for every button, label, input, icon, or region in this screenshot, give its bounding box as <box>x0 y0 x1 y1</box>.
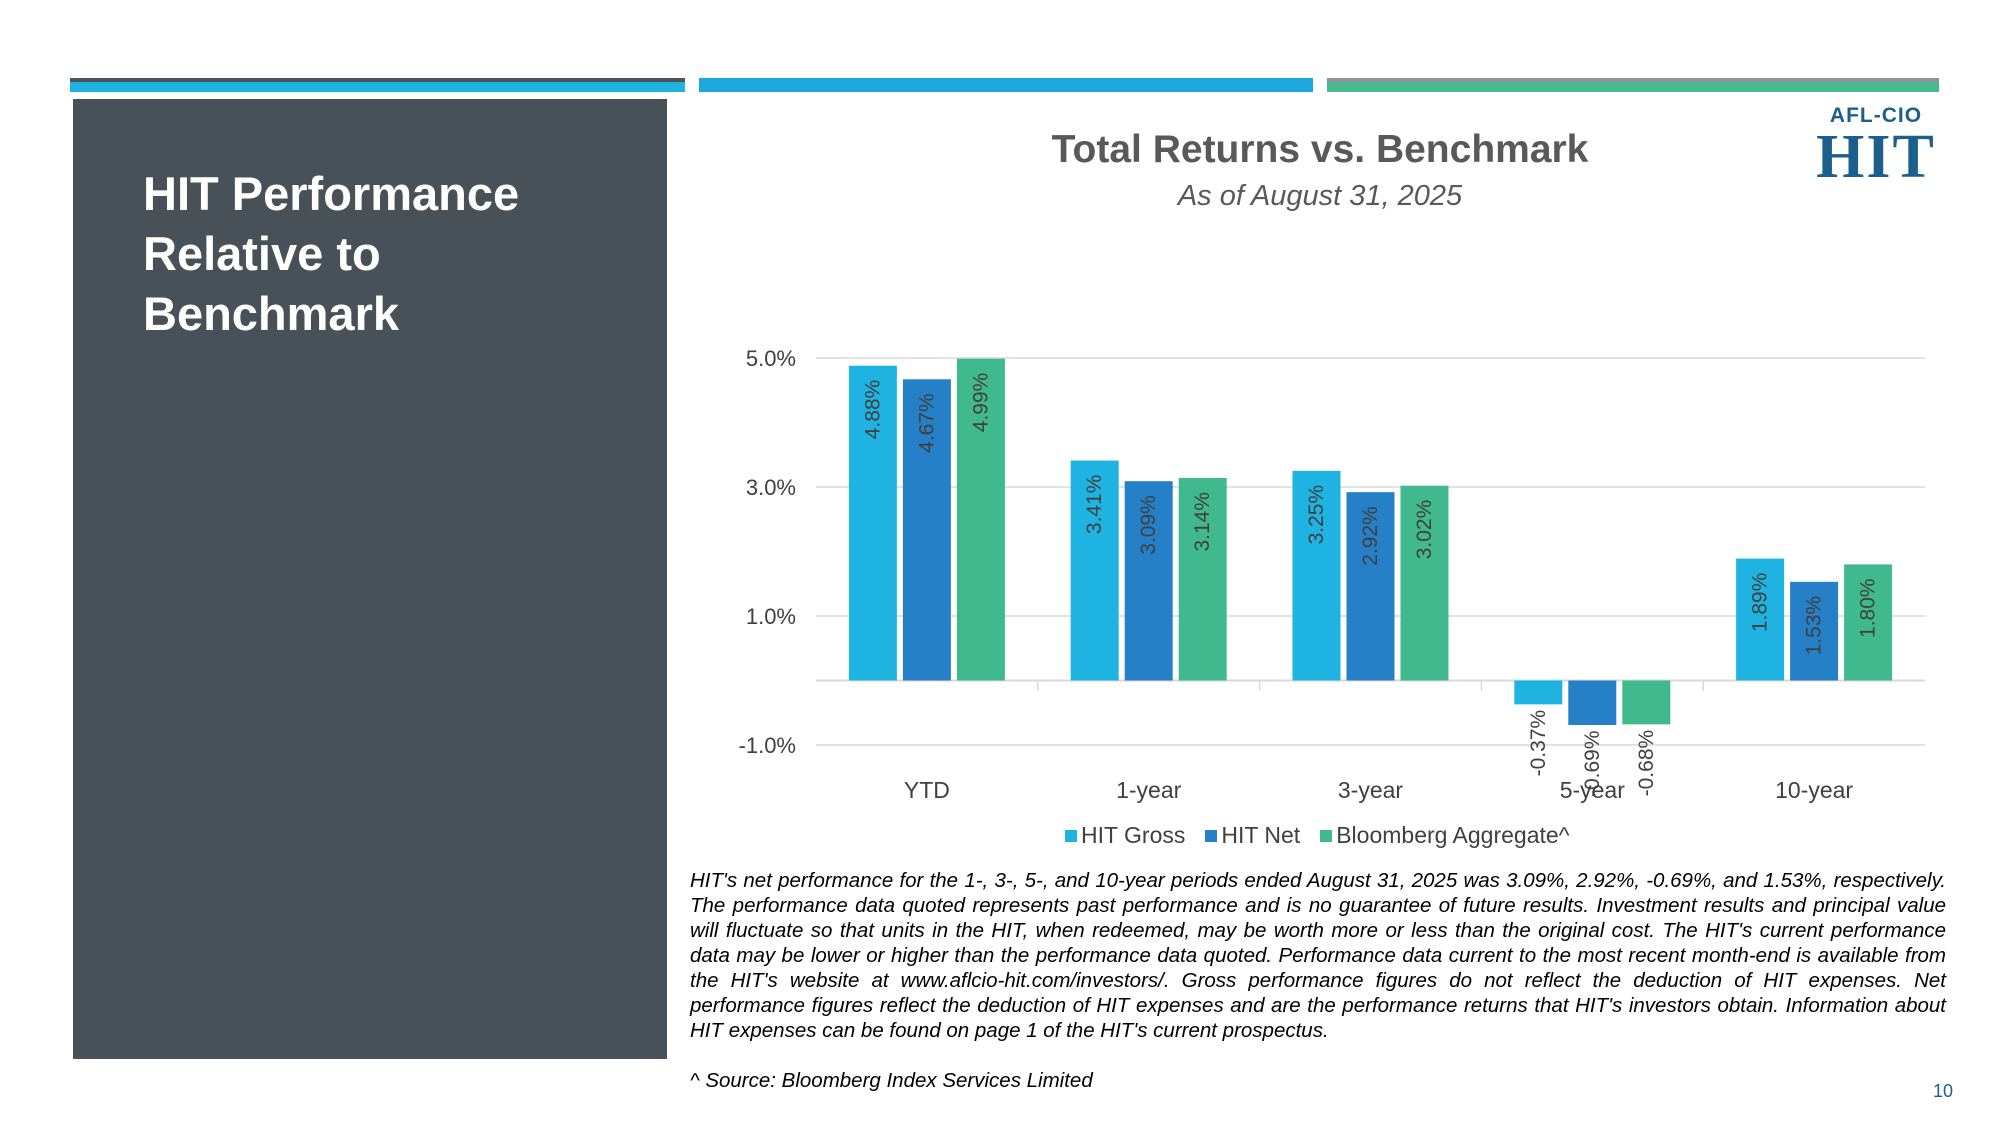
data-label-bloomberg-aggregate-10-year: 1.80% <box>1857 578 1880 638</box>
legend-item-hit-gross: HIT Gross <box>1065 822 1185 849</box>
x-category-label-5-year: 5-year <box>1560 777 1626 803</box>
y-tick-label: -1.0% <box>739 733 796 758</box>
bar-hit-gross-5-year <box>1514 680 1563 705</box>
legend-label-hit-net: HIT Net <box>1221 822 1301 848</box>
data-label-bloomberg-aggregate-ytd: 4.99% <box>969 373 992 433</box>
data-label-hit-net-ytd: 4.67% <box>915 393 938 453</box>
left-panel: HIT Performance Relative to Benchmark <box>73 99 667 1059</box>
logo-top-text: AFL-CIO <box>1829 104 1923 127</box>
x-category-label-3-year: 3-year <box>1338 777 1404 803</box>
bar-hit-gross-10-year <box>1736 558 1785 681</box>
bar-hit-net-3-year <box>1346 492 1395 681</box>
source-note: ^ Source: Bloomberg Index Services Limit… <box>690 1069 1093 1092</box>
legend-item-bloomberg: Bloomberg Aggregate^ <box>1320 822 1569 849</box>
chart-title: Total Returns vs. Benchmark <box>1051 128 1589 171</box>
bar-bloomberg-aggregate-ytd <box>956 358 1005 681</box>
x-category-label-ytd: YTD <box>904 777 950 803</box>
bar-bloomberg-aggregate-1-year <box>1178 477 1227 681</box>
performance-disclaimer: HIT's net performance for the 1-, 3-, 5-… <box>690 869 1946 1042</box>
legend-swatch-hit-gross <box>1065 829 1077 842</box>
data-label-bloomberg-aggregate-1-year: 3.14% <box>1191 492 1214 552</box>
legend-label-bloomberg: Bloomberg Aggregate^ <box>1336 822 1570 848</box>
logo-bottom-text: HIT <box>1816 123 1936 191</box>
bar-hit-gross-ytd <box>848 365 897 681</box>
bar-hit-net-5-year <box>1568 680 1617 726</box>
legend-item-hit-net: HIT Net <box>1205 822 1300 849</box>
y-tick-label: 1.0% <box>746 604 796 629</box>
bar-bloomberg-aggregate-10-year <box>1844 564 1893 681</box>
bar-hit-gross-3-year <box>1292 470 1341 681</box>
data-label-hit-net-10-year: 1.53% <box>1803 596 1826 656</box>
y-tick-label: 3.0% <box>746 475 796 500</box>
data-label-hit-net-1-year: 3.09% <box>1137 495 1160 555</box>
accent-bar-blue <box>699 78 1313 92</box>
bar-hit-gross-1-year <box>1070 460 1119 681</box>
page-number: 10 <box>1933 1081 1954 1101</box>
x-category-label-10-year: 10-year <box>1775 777 1853 803</box>
legend-swatch-hit-net <box>1205 829 1218 842</box>
data-label-hit-gross-5-year: -0.37% <box>1527 710 1550 777</box>
x-category-label-1-year: 1-year <box>1116 777 1182 803</box>
bar-hit-net-ytd <box>902 379 951 681</box>
slide-heading: HIT Performance Relative to Benchmark <box>143 167 520 340</box>
accent-bar-cyan <box>70 78 685 92</box>
data-label-hit-net-3-year: 2.92% <box>1359 506 1382 566</box>
aflcio-hit-logo: AFL-CIO HIT <box>1808 104 1944 191</box>
bar-bloomberg-aggregate-5-year <box>1622 680 1671 725</box>
data-label-bloomberg-aggregate-5-year: -0.68% <box>1635 730 1658 797</box>
data-label-hit-gross-10-year: 1.89% <box>1749 573 1772 633</box>
bar-hit-net-1-year <box>1124 481 1173 681</box>
legend-label-hit-gross: HIT Gross <box>1081 822 1186 848</box>
bar-bloomberg-aggregate-3-year <box>1400 485 1449 681</box>
legend-swatch-bloomberg <box>1320 829 1333 842</box>
chart-legend: HIT Gross HIT Net Bloomberg Aggregate^ <box>1065 822 1569 849</box>
data-label-hit-gross-3-year: 3.25% <box>1305 485 1328 545</box>
data-label-bloomberg-aggregate-3-year: 3.02% <box>1413 500 1436 560</box>
data-label-hit-gross-1-year: 3.41% <box>1083 475 1106 535</box>
data-label-hit-net-5-year: -0.69% <box>1581 730 1604 797</box>
chart-subtitle: As of August 31, 2025 <box>1177 180 1463 212</box>
accent-bar-green <box>1327 78 1939 92</box>
data-label-hit-gross-ytd: 4.88% <box>861 380 884 440</box>
bar-hit-net-10-year <box>1790 581 1839 681</box>
y-tick-label: 5.0% <box>746 346 796 371</box>
